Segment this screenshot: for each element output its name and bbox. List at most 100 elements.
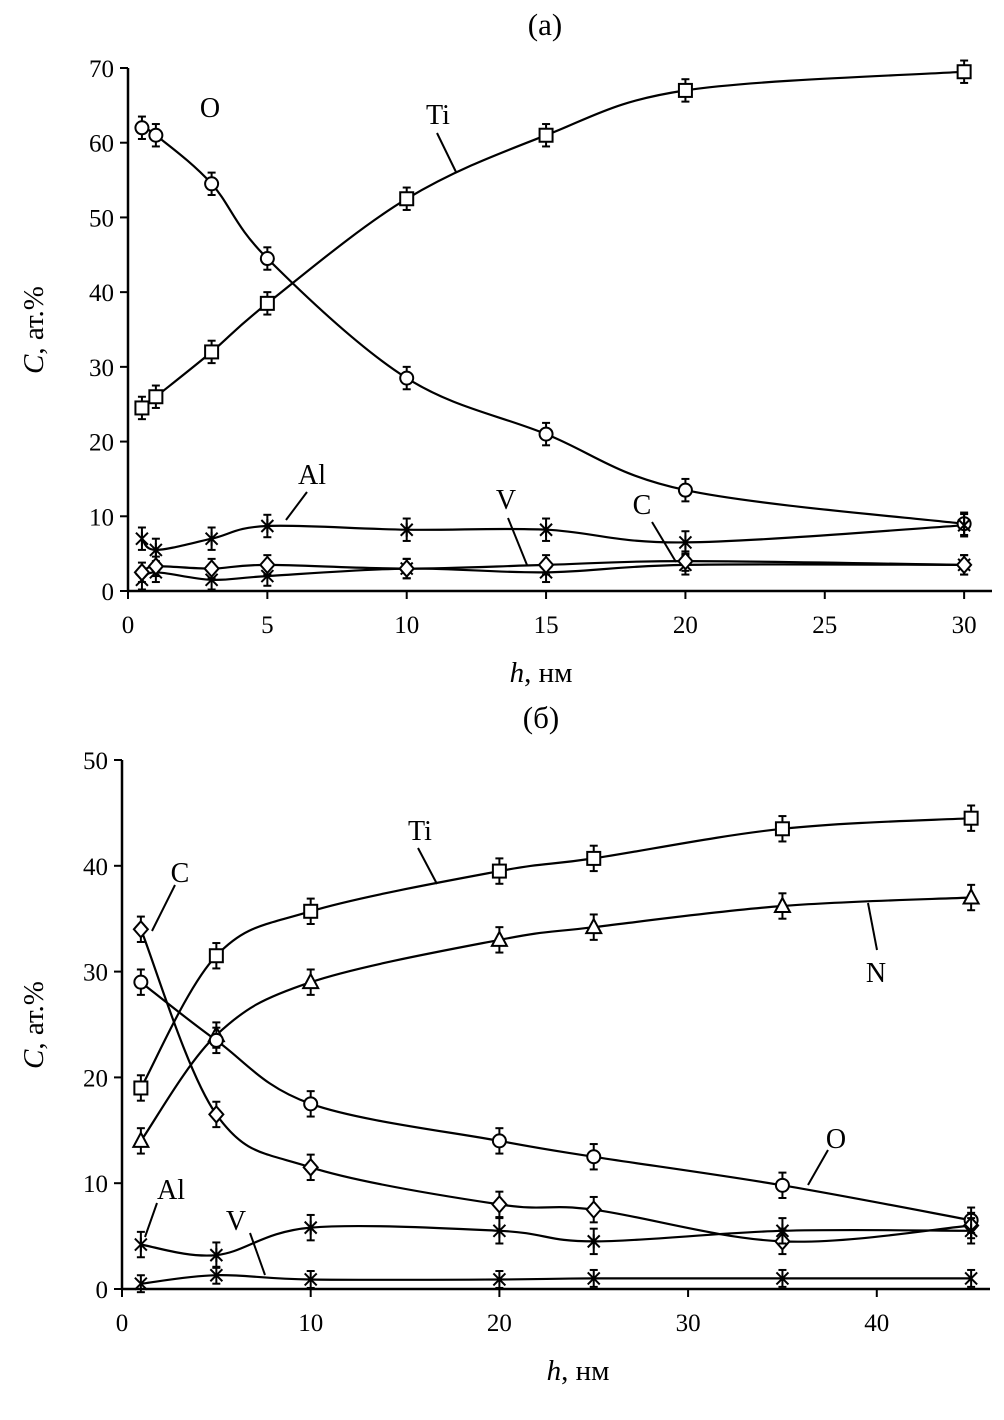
y-tick-label: 10 <box>89 504 114 531</box>
panel-title: (a) <box>528 7 562 42</box>
data-point-ti <box>204 344 220 360</box>
panel-b: (б) 0 10 20 30 40 50 0 10 20 30 40 Ti N O C Al V h… <box>18 700 990 1387</box>
y-tick-label: 50 <box>83 748 108 775</box>
label-leader-o <box>807 1149 829 1186</box>
data-point-o <box>204 176 220 192</box>
data-point-al <box>303 1220 318 1235</box>
y-tick-label: 20 <box>89 430 114 457</box>
x-axis-title: h, нм <box>547 1355 610 1387</box>
y-tick-label: 70 <box>89 56 114 83</box>
series-label-o: O <box>200 93 220 124</box>
y-tick-label: 10 <box>83 1171 108 1198</box>
data-point-ti <box>963 810 979 826</box>
series-label-v: V <box>496 485 516 516</box>
data-point-ti <box>148 389 164 405</box>
data-point-al <box>149 542 163 557</box>
y-axis-title: C, ат.% <box>18 981 50 1069</box>
data-point-al <box>678 535 693 550</box>
y-axis-title: C, ат.% <box>18 286 50 374</box>
data-point-al <box>775 1223 790 1238</box>
series-label-ti: Ti <box>426 100 450 131</box>
data-point-v <box>964 1271 978 1286</box>
ticks: 0 10 20 30 40 50 60 70 0 5 10 15 20 25 30 <box>89 56 977 639</box>
data-point-c <box>537 555 555 575</box>
series-label-al: Al <box>298 460 326 491</box>
data-point-c <box>203 559 220 579</box>
x-tick-label: 20 <box>487 1310 512 1337</box>
x-tick-label: 20 <box>673 612 698 639</box>
data-point-c <box>398 559 416 579</box>
data-point-ti <box>259 295 275 311</box>
data-point-n <box>490 929 509 947</box>
axes <box>120 760 990 1291</box>
y-tick-label: 40 <box>89 280 114 307</box>
panel-a: (a) 0 10 20 30 40 50 60 70 0 5 10 15 20 25 30 Ti O Al … <box>18 7 992 689</box>
y-tick-label: 30 <box>89 355 114 382</box>
axes <box>126 68 992 593</box>
series-label-al: Al <box>157 1175 185 1206</box>
series-line-ti <box>141 70 965 409</box>
data-point-o <box>538 426 554 442</box>
curves <box>141 70 965 581</box>
x-axis-title: h, нм <box>510 657 573 689</box>
data-point-al <box>957 518 971 533</box>
data-point-v <box>492 1272 507 1287</box>
series-line-ti <box>139 817 972 1089</box>
panel-title: (б) <box>523 700 559 735</box>
y-tick-label: 40 <box>83 854 108 881</box>
data-point-n <box>131 1130 151 1148</box>
label-leader-al <box>144 1202 158 1238</box>
data-point-al <box>539 522 553 537</box>
x-tick-label: 0 <box>122 612 135 639</box>
y-tick-label: 0 <box>102 579 115 606</box>
y-tick-label: 0 <box>96 1277 109 1304</box>
ticks: 0 10 20 30 40 50 0 10 20 30 40 <box>83 748 889 1337</box>
data-point-al <box>260 518 275 533</box>
label-leader-n <box>867 902 878 951</box>
data-point-o <box>586 1149 602 1165</box>
data-point-o <box>259 251 275 267</box>
x-tick-label: 5 <box>261 612 274 639</box>
series-label-ti: Ti <box>408 816 432 847</box>
data-point-al <box>400 522 414 537</box>
x-tick-label: 15 <box>534 612 559 639</box>
data-point-ti <box>399 191 415 207</box>
data-point-al <box>964 1223 978 1238</box>
label-leader-ti <box>436 132 457 173</box>
data-point-n <box>584 917 603 935</box>
data-point-n <box>773 895 792 914</box>
data-point-al <box>134 1237 148 1252</box>
data-point-o <box>491 1133 507 1149</box>
data-point-ti <box>956 64 972 80</box>
data-point-v <box>209 1268 224 1282</box>
points <box>131 804 981 1294</box>
y-tick-label: 60 <box>89 131 114 158</box>
data-point-o <box>774 1177 790 1193</box>
data-point-v <box>303 1272 318 1287</box>
data-point-o <box>133 974 149 990</box>
x-tick-label: 10 <box>394 612 419 639</box>
series-label-o: O <box>826 1124 846 1155</box>
data-point-o <box>303 1096 319 1112</box>
data-point-o <box>134 120 150 136</box>
data-point-v <box>260 569 275 583</box>
data-point-al <box>492 1223 507 1238</box>
series-label-v: V <box>226 1206 246 1237</box>
label-leader-ti <box>417 847 438 885</box>
x-tick-label: 30 <box>952 612 977 639</box>
data-point-al <box>204 531 219 546</box>
data-point-o <box>208 1032 224 1048</box>
data-point-ti <box>133 1080 149 1096</box>
y-tick-label: 30 <box>83 960 108 987</box>
series-labels: Ti N O C Al V <box>144 816 886 1276</box>
data-point-o <box>677 482 693 498</box>
series-label-c: C <box>633 490 652 521</box>
data-point-ti <box>491 863 507 879</box>
data-point-n <box>301 972 320 990</box>
data-point-o <box>399 370 415 386</box>
y-tick-label: 50 <box>89 205 114 232</box>
data-point-ti <box>538 127 554 143</box>
data-point-c <box>955 555 973 575</box>
data-point-ti <box>134 400 150 416</box>
